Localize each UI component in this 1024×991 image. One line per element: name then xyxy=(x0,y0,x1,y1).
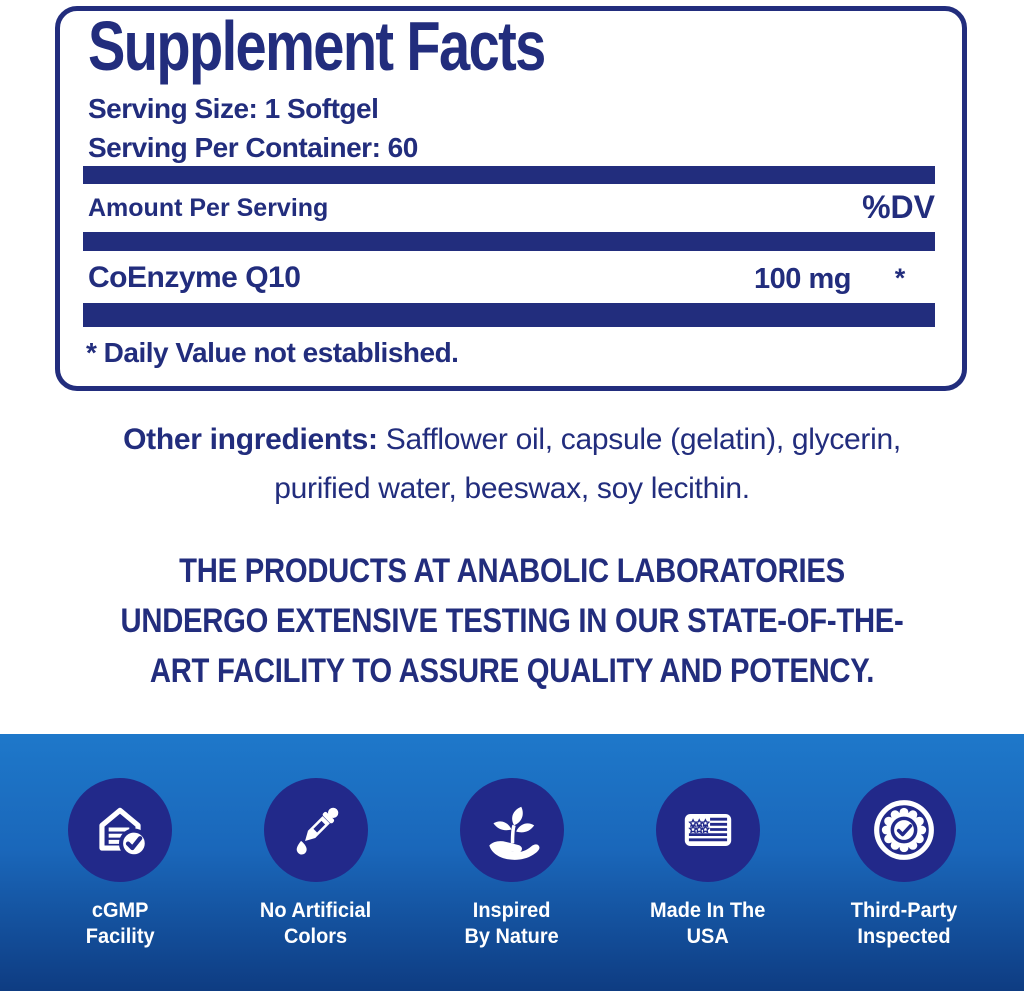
badge-label-line-1: Made In The xyxy=(650,899,766,922)
ingredient-row-dv: * xyxy=(894,263,906,293)
badge-cgmp-facility: cGMP Facility xyxy=(40,778,200,950)
badge-label-line-1: Third-Party xyxy=(850,899,958,922)
supplement-facts-panel: Supplement Facts Serving Size: 1 Softgel… xyxy=(55,6,967,391)
divider-bar-top xyxy=(83,166,935,184)
panel-title: Supplement Facts xyxy=(88,7,546,85)
badge-no-artificial-colors: No Artificial Colors xyxy=(236,778,396,950)
ingredient-row-name: CoEnzyme Q10 xyxy=(88,261,301,294)
badge-label: No Artificial Colors xyxy=(260,898,371,950)
quality-statement-line-2: UNDERGO EXTENSIVE TESTING IN OUR STATE-O… xyxy=(120,602,904,640)
badge-label-line-2: Colors xyxy=(284,925,348,948)
inspired-by-nature-icon xyxy=(489,806,540,860)
badge-circle xyxy=(852,778,956,882)
badge-label-line-1: No Artificial xyxy=(260,899,372,922)
badge-label: Inspired By Nature xyxy=(465,898,559,950)
ingredient-row-amount: 100 mg xyxy=(754,263,851,295)
badge-band: cGMP Facility No Artificial Colors xyxy=(0,734,1024,991)
badge-circle xyxy=(656,778,760,882)
badge-label-line-2: Facility xyxy=(85,925,155,948)
badge-third-party-inspected: Third-Party Inspected xyxy=(824,778,984,950)
percent-dv-header: %DV xyxy=(862,189,935,225)
badge-label-line-2: By Nature xyxy=(464,925,560,948)
divider-bar-middle xyxy=(83,232,935,251)
serving-size-text: Serving Size: 1 Softgel xyxy=(88,93,379,124)
daily-value-footnote: * Daily Value not established. xyxy=(86,337,459,368)
other-ingredients-value: Safflower oil, capsule (gelatin), glycer… xyxy=(274,423,901,505)
other-ingredients-label: Other ingredients: xyxy=(123,423,378,456)
badge-circle xyxy=(68,778,172,882)
badge-label-line-1: cGMP xyxy=(91,899,149,922)
badge-label-line-1: Inspired xyxy=(473,899,551,922)
badge-label: cGMP Facility xyxy=(86,898,155,950)
badge-inspired-by-nature: Inspired By Nature xyxy=(432,778,592,950)
quality-statement: THE PRODUCTS AT ANABOLIC LABORATORIES UN… xyxy=(0,546,1024,696)
badge-circle xyxy=(264,778,368,882)
no-artificial-colors-icon xyxy=(296,807,339,855)
cgmp-facility-icon xyxy=(99,807,149,859)
badge-made-in-usa: Made In The USA xyxy=(628,778,788,950)
amount-per-serving-header: Amount Per Serving xyxy=(88,194,329,222)
badge-label-line-2: USA xyxy=(686,925,730,948)
other-ingredients-paragraph: Other ingredients: Safflower oil, capsul… xyxy=(102,415,922,513)
quality-statement-line-3: ART FACILITY TO ASSURE QUALITY AND POTEN… xyxy=(149,652,875,690)
badge-label: Made In The USA xyxy=(650,898,765,950)
made-in-usa-icon xyxy=(684,814,732,846)
badge-circle xyxy=(460,778,564,882)
badge-label: Third-Party Inspected xyxy=(851,898,957,950)
servings-per-container-text: Serving Per Container: 60 xyxy=(88,132,418,163)
divider-bar-bottom xyxy=(83,303,935,327)
third-party-inspected-icon xyxy=(874,800,934,860)
supplement-facts-inner: Supplement Facts Serving Size: 1 Softgel… xyxy=(60,11,962,386)
quality-statement-line-1: THE PRODUCTS AT ANABOLIC LABORATORIES xyxy=(179,552,845,590)
badge-label-line-2: Inspected xyxy=(857,925,951,948)
